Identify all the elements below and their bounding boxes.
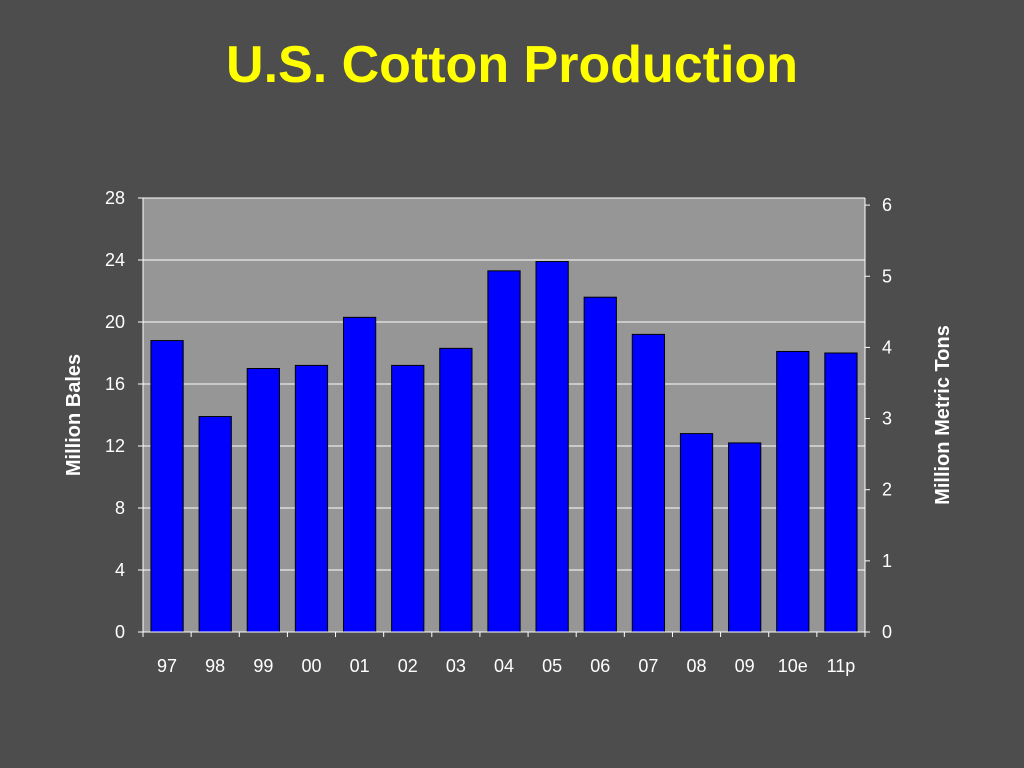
- bar-08: [679, 433, 714, 633]
- x-tick-label: 98: [205, 656, 225, 676]
- y-tick-label: 12: [105, 436, 125, 456]
- y-tick-label: 28: [105, 188, 125, 208]
- bar-99: [246, 368, 280, 633]
- y2-tick-label: 4: [882, 337, 892, 357]
- bar-06: [583, 296, 617, 633]
- bars: [150, 261, 858, 633]
- y-axis-ticks: 0 4 8 12 16 20 24 28: [105, 188, 143, 642]
- bar-03: [439, 347, 473, 633]
- x-tick-label: 11p: [827, 656, 856, 676]
- y-tick-label: 4: [115, 560, 125, 580]
- y2-axis-title: Million Metric Tons: [932, 325, 954, 505]
- bar-11p: [824, 352, 858, 633]
- x-tick-label: 10e: [778, 656, 808, 676]
- y-tick-label: 20: [105, 312, 125, 332]
- y2-tick-label: 3: [882, 409, 892, 429]
- x-tick-label: 03: [446, 656, 466, 676]
- bar-04: [487, 270, 521, 633]
- y2-axis-ticks: 0 1 2 3 4 5 6: [865, 195, 892, 642]
- bar-98: [198, 416, 232, 633]
- x-tick-label: 02: [398, 656, 418, 676]
- bar-05: [535, 261, 569, 633]
- x-tick-label: 09: [735, 656, 755, 676]
- bar-07: [631, 333, 666, 633]
- x-tick-label: 04: [494, 656, 514, 676]
- x-tick-label: 07: [638, 656, 658, 676]
- y2-tick-label: 6: [882, 195, 892, 215]
- slide-title: U.S. Cotton Production: [226, 36, 798, 94]
- y-axis-title: Million Bales: [63, 354, 85, 476]
- y-tick-label: 16: [105, 374, 125, 394]
- y-tick-label: 24: [105, 250, 125, 270]
- y-tick-label: 0: [115, 622, 125, 642]
- axes: [142, 198, 866, 633]
- bar-97: [150, 340, 184, 633]
- x-tick-label: 97: [157, 656, 177, 676]
- x-tick-label: 06: [590, 656, 610, 676]
- bar-09: [728, 442, 762, 633]
- x-tick-label: 00: [301, 656, 321, 676]
- y2-tick-label: 5: [882, 266, 892, 286]
- x-tick-label: 99: [253, 656, 273, 676]
- y2-tick-label: 0: [882, 622, 892, 642]
- x-axis-ticks: 97 98 99 00 01 02 03 04 05 06 07 08 09 10e 11p: [142, 632, 866, 676]
- bar-01: [342, 316, 377, 633]
- x-tick-label: 01: [350, 656, 370, 676]
- x-tick-label: 05: [542, 656, 562, 676]
- y2-tick-label: 1: [882, 551, 892, 571]
- y2-tick-label: 2: [882, 480, 892, 500]
- x-tick-label: 08: [687, 656, 707, 676]
- bar-10e: [776, 350, 810, 633]
- y-tick-label: 8: [115, 498, 125, 518]
- bar-00: [294, 364, 329, 633]
- bar-02: [391, 364, 425, 633]
